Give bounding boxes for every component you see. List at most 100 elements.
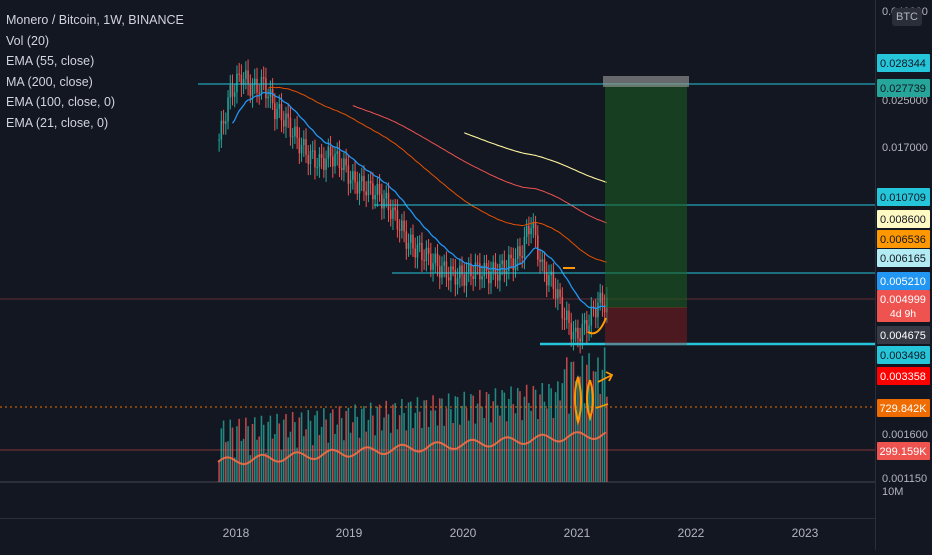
volume-bar: [236, 426, 238, 482]
candle-body: [496, 274, 499, 281]
volume-bar: [376, 406, 379, 482]
candle-body: [372, 183, 374, 200]
candle-body: [436, 253, 439, 267]
candle-body: [236, 73, 238, 93]
volume-bar: [545, 408, 548, 482]
price-tag: [877, 188, 930, 206]
candle-body: [521, 256, 523, 258]
volume-bar: [338, 406, 341, 482]
candle-body: [354, 171, 356, 183]
volume-bar: [606, 396, 608, 482]
candle-body: [336, 151, 339, 154]
candle-body: [537, 235, 539, 260]
volume-bar: [550, 388, 552, 482]
candle-body: [374, 195, 376, 200]
volume-bar: [470, 394, 472, 482]
candle-body: [441, 265, 443, 278]
candle-body: [249, 84, 252, 96]
candle-body: [280, 104, 283, 121]
candle-body: [559, 289, 561, 297]
legend-indicator-ema100[interactable]: EMA (100, close, 0): [6, 95, 116, 109]
candle-body: [369, 181, 372, 184]
candle-body: [218, 139, 220, 141]
volume-bar: [581, 355, 584, 482]
candle-body: [349, 179, 352, 184]
volume-bar: [541, 383, 544, 482]
candle-body: [599, 292, 601, 303]
volume-bar: [510, 386, 512, 482]
candle-body: [220, 120, 223, 140]
candle-body: [392, 207, 394, 219]
candle-body: [300, 145, 303, 154]
volume-bar: [443, 425, 445, 482]
candle-body: [242, 79, 245, 86]
price-tag-label: 0.006536: [880, 234, 926, 246]
volume-bar: [276, 413, 278, 482]
volume-bar: [579, 376, 581, 482]
candle-body: [503, 260, 506, 275]
price-tag-label: 0.004999: [880, 294, 926, 306]
candle-body: [519, 246, 521, 257]
candle-body: [303, 139, 305, 146]
candle-body: [510, 254, 512, 259]
volume-bar: [242, 438, 245, 482]
volume-bar: [472, 395, 474, 482]
volume-bar: [570, 361, 573, 482]
volume-bar: [378, 404, 381, 482]
candle-body: [265, 78, 267, 99]
position-loss-zone: [605, 307, 687, 345]
legend-indicator-ema55[interactable]: EMA (55, close): [6, 54, 95, 68]
volume-bar: [278, 423, 281, 482]
volume-bar: [441, 398, 443, 482]
annotation-curve: [587, 317, 607, 335]
volume-bar: [238, 418, 240, 482]
candle-body: [425, 247, 428, 261]
y-tick-label: 10M: [882, 486, 903, 498]
legend-indicator-ma200[interactable]: MA (200, close): [6, 74, 93, 89]
candle-body: [456, 278, 459, 285]
volume-bar: [256, 439, 258, 482]
candle-body: [338, 151, 341, 168]
volume-bar: [603, 347, 606, 482]
volume-bar: [463, 391, 466, 482]
candle-body: [438, 266, 441, 278]
candle-body: [327, 146, 330, 159]
volume-bar: [218, 460, 220, 482]
volume-bar: [374, 435, 376, 482]
volume-bar: [329, 413, 332, 482]
candle-body: [365, 191, 367, 196]
legend-indicator-ema21[interactable]: EMA (21, close, 0): [6, 115, 109, 130]
candle-body: [516, 246, 519, 259]
candle-body: [323, 157, 325, 170]
volume-bar: [354, 404, 356, 482]
legend-symbol-title[interactable]: Monero / Bitcoin, 1W, BINANCE: [6, 13, 184, 27]
candle-body: [309, 150, 312, 165]
candle-body: [233, 92, 236, 97]
volume-bar: [499, 415, 501, 482]
price-tag: [877, 326, 930, 344]
volume-bar: [474, 423, 477, 482]
legend-indicator-vol[interactable]: Vol (20): [6, 33, 50, 48]
candle-body: [331, 156, 334, 167]
candle-body: [289, 117, 292, 137]
volume-bar: [407, 402, 410, 482]
volume-bar: [347, 407, 350, 482]
annotation-arrow: [597, 371, 614, 383]
currency-button[interactable]: BTC: [892, 8, 922, 26]
candle-body: [563, 318, 566, 320]
candle-body: [305, 139, 307, 156]
volume-bar: [492, 401, 495, 482]
volume-bar: [548, 383, 550, 482]
volume-ma-line: [217, 431, 607, 466]
volume-bar: [225, 442, 227, 482]
volume-bar: [537, 419, 539, 482]
volume-bar: [456, 397, 459, 482]
volume-bar: [427, 426, 430, 482]
candle-body: [358, 181, 361, 194]
volume-bar: [349, 432, 352, 482]
candle-body: [434, 253, 437, 264]
volume-bar: [467, 420, 470, 482]
candle-body: [398, 229, 401, 231]
